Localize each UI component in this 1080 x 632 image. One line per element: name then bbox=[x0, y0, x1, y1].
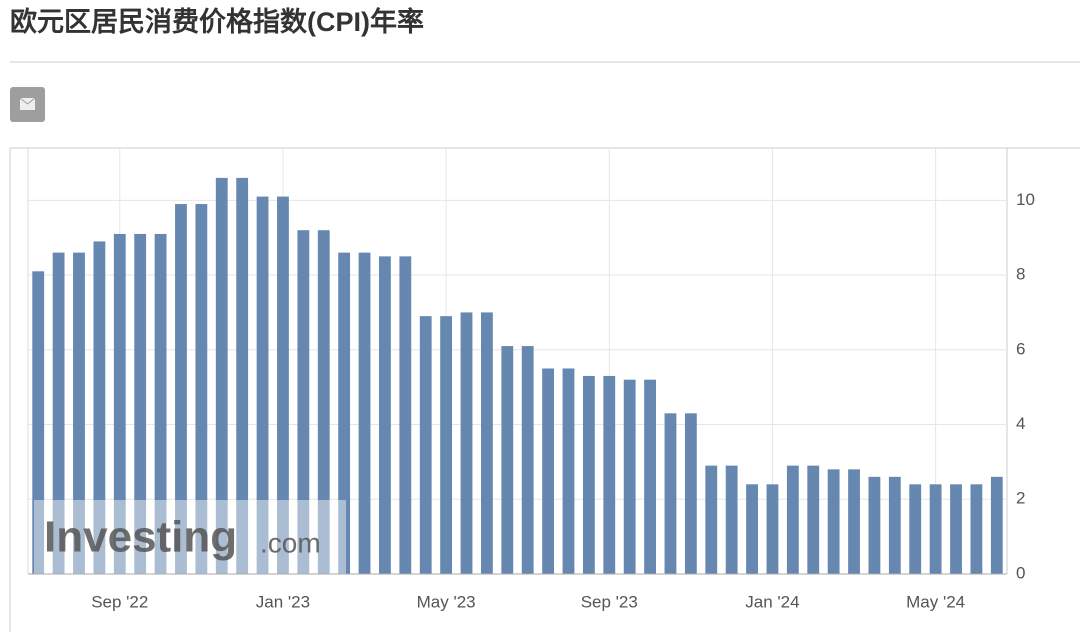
bar bbox=[603, 375, 616, 574]
bar bbox=[644, 379, 656, 574]
bar bbox=[623, 379, 636, 574]
bar bbox=[664, 413, 677, 574]
x-tick-label: Sep '23 bbox=[581, 592, 638, 611]
x-tick-label: Jan '23 bbox=[256, 592, 310, 611]
bar bbox=[786, 465, 799, 574]
x-tick-label: May '23 bbox=[417, 592, 476, 611]
bar bbox=[297, 230, 310, 575]
bar bbox=[582, 375, 595, 574]
bar bbox=[73, 252, 85, 574]
bar bbox=[195, 204, 208, 575]
bar bbox=[460, 312, 473, 574]
y-tick-label: 0 bbox=[1016, 563, 1025, 582]
bar bbox=[746, 484, 758, 574]
bar bbox=[113, 233, 126, 574]
y-tick-label: 6 bbox=[1016, 339, 1025, 358]
bar bbox=[440, 316, 453, 574]
chart-title: 欧元区居民消费价格指数(CPI)年率 bbox=[10, 6, 424, 37]
bar bbox=[868, 476, 881, 574]
bar bbox=[256, 196, 269, 574]
bar bbox=[236, 177, 249, 575]
bar bbox=[175, 204, 187, 575]
bar bbox=[725, 465, 738, 574]
x-tick-label: Jan '24 bbox=[745, 592, 799, 611]
bar bbox=[684, 413, 697, 574]
bar bbox=[501, 346, 514, 574]
bar bbox=[419, 316, 432, 574]
y-tick-label: 4 bbox=[1016, 414, 1025, 433]
bar bbox=[929, 484, 942, 574]
bar bbox=[705, 465, 718, 574]
y-tick-label: 10 bbox=[1016, 190, 1035, 209]
x-tick-label: Sep '22 bbox=[91, 592, 148, 611]
watermark-bg bbox=[34, 500, 346, 574]
bar bbox=[379, 256, 391, 574]
bar bbox=[807, 465, 820, 574]
bar bbox=[154, 233, 167, 574]
bar bbox=[338, 252, 351, 574]
bar bbox=[950, 484, 962, 574]
bar bbox=[970, 484, 983, 574]
watermark-suffix: .com bbox=[260, 527, 321, 558]
bars bbox=[32, 177, 1003, 575]
y-tick-label: 8 bbox=[1016, 265, 1025, 284]
bar bbox=[562, 368, 575, 574]
watermark-brand: Investing bbox=[44, 513, 237, 562]
bar bbox=[32, 271, 45, 574]
bar bbox=[215, 177, 228, 575]
bar bbox=[827, 469, 840, 574]
bar bbox=[848, 469, 860, 574]
bar bbox=[766, 484, 779, 574]
mail-icon-flap bbox=[19, 97, 36, 105]
bar bbox=[358, 252, 371, 574]
y-tick-label: 2 bbox=[1016, 489, 1025, 508]
bar bbox=[399, 256, 412, 574]
bar bbox=[52, 252, 65, 574]
bar bbox=[990, 476, 1003, 574]
bar bbox=[93, 241, 106, 574]
bar bbox=[480, 312, 493, 574]
bar bbox=[542, 368, 555, 574]
bar bbox=[317, 230, 330, 575]
bar bbox=[909, 484, 922, 574]
bar bbox=[134, 233, 147, 574]
bar bbox=[888, 476, 901, 574]
bar bbox=[277, 196, 289, 574]
x-tick-label: May '24 bbox=[906, 592, 965, 611]
bar bbox=[521, 346, 534, 574]
